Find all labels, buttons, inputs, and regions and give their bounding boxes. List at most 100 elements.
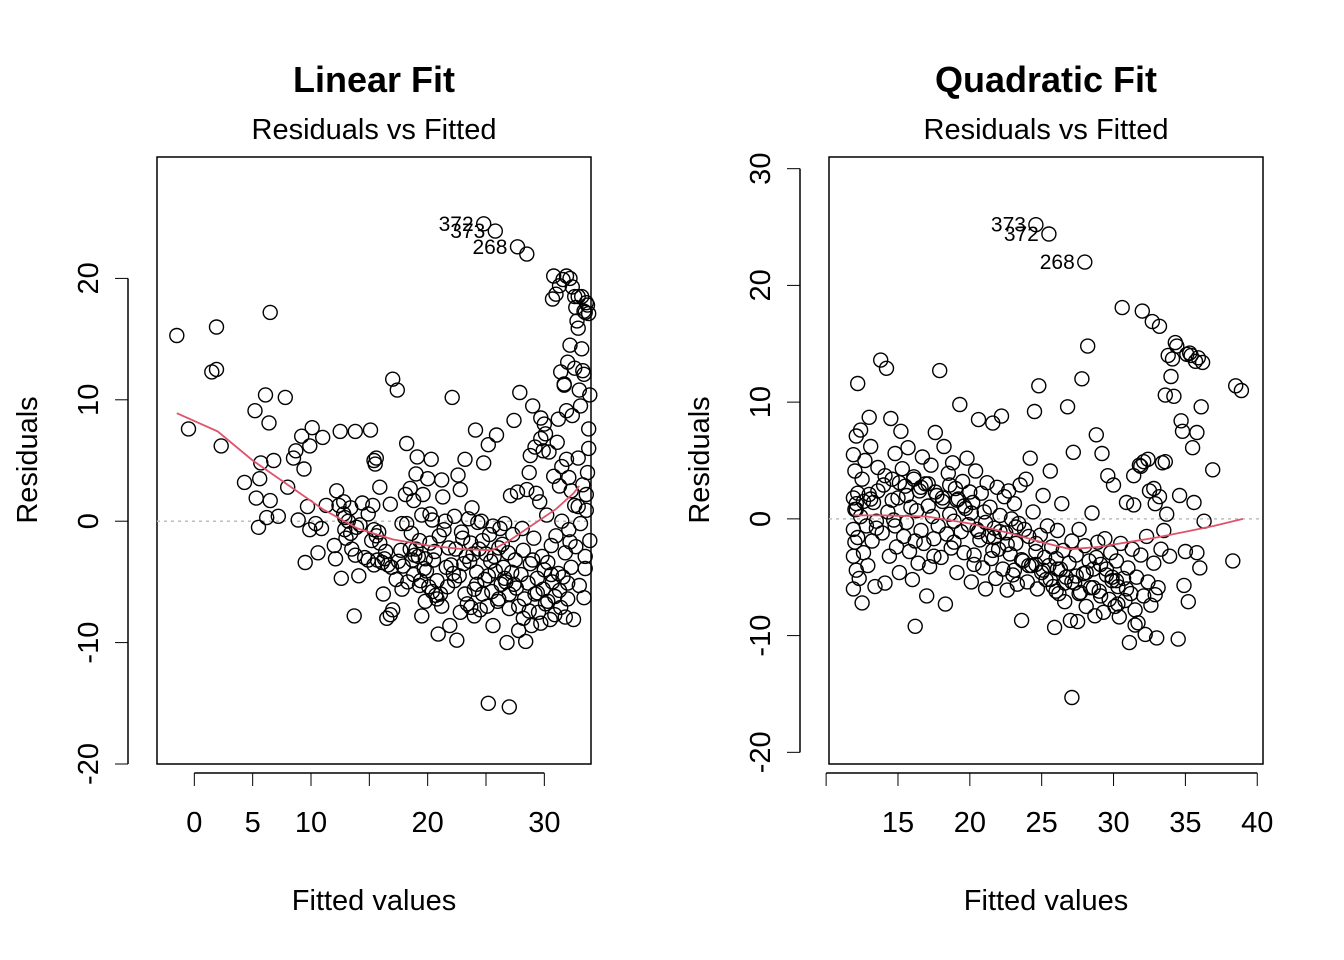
data-point xyxy=(966,547,982,563)
data-point xyxy=(1078,564,1094,581)
data-point xyxy=(901,543,918,560)
data-point xyxy=(466,608,482,624)
data-point xyxy=(1187,353,1204,369)
data-point xyxy=(488,427,505,443)
data-point xyxy=(577,548,593,565)
y-axis-label: Residuals xyxy=(684,396,716,523)
data-point xyxy=(497,570,513,586)
chart-panel-1: Linear Fit Residuals vs Fitted Fitted valu… xyxy=(12,59,598,917)
data-point xyxy=(845,521,862,538)
data-point xyxy=(415,486,431,503)
y-tick-label: 30 xyxy=(745,153,777,185)
data-point xyxy=(453,524,470,540)
data-point xyxy=(936,438,952,455)
data-point xyxy=(351,568,367,584)
data-point xyxy=(858,518,875,534)
data-point xyxy=(485,617,501,634)
data-point xyxy=(1009,576,1025,592)
data-point xyxy=(851,570,867,587)
data-point xyxy=(1133,458,1149,474)
data-point xyxy=(213,438,229,454)
data-point xyxy=(1186,494,1202,511)
data-point xyxy=(514,520,530,537)
data-point xyxy=(949,564,965,581)
data-point xyxy=(1048,583,1064,599)
plot-frame xyxy=(156,156,592,765)
data-point xyxy=(848,501,864,518)
data-point xyxy=(487,223,503,239)
data-point xyxy=(1143,597,1159,613)
data-point xyxy=(907,618,923,634)
data-point xyxy=(463,599,479,616)
data-point xyxy=(385,371,401,387)
data-point xyxy=(952,396,968,413)
data-point xyxy=(549,434,565,450)
data-point xyxy=(1028,543,1044,560)
data-point xyxy=(1147,587,1163,603)
data-point xyxy=(443,557,459,573)
data-point xyxy=(970,411,987,428)
data-point xyxy=(288,443,304,459)
data-point xyxy=(515,542,531,558)
data-point xyxy=(1088,427,1105,443)
data-point xyxy=(318,497,334,514)
data-point xyxy=(927,424,943,441)
data-point xyxy=(558,268,575,284)
data-point xyxy=(561,522,577,538)
data-point xyxy=(378,543,394,560)
data-point xyxy=(425,552,442,568)
data-point xyxy=(455,530,471,546)
data-point xyxy=(1081,553,1097,569)
data-point xyxy=(567,360,583,376)
data-point xyxy=(1056,575,1073,591)
data-point xyxy=(332,423,348,440)
data-point xyxy=(1193,399,1209,415)
data-point xyxy=(1161,548,1178,564)
data-point xyxy=(570,320,586,336)
data-point xyxy=(1054,496,1070,512)
data-point xyxy=(1127,617,1143,633)
data-point xyxy=(539,507,555,523)
data-point xyxy=(408,541,424,557)
data-point xyxy=(308,515,324,532)
data-point xyxy=(472,602,488,618)
smooth-line xyxy=(853,514,1244,551)
data-point xyxy=(1225,553,1241,569)
x-tick-label: 30 xyxy=(528,807,560,839)
data-point xyxy=(430,626,446,642)
data-point xyxy=(509,484,526,500)
data-point xyxy=(462,553,478,569)
data-point xyxy=(365,497,381,514)
data-point xyxy=(1019,574,1036,590)
data-point xyxy=(444,389,460,406)
y-axis-label: Residuals xyxy=(12,396,44,523)
data-point xyxy=(290,512,306,528)
data-point xyxy=(540,554,556,571)
data-point xyxy=(509,239,526,255)
data-point xyxy=(972,532,988,548)
data-point xyxy=(294,428,310,444)
y-tick-label: -10 xyxy=(73,622,105,664)
data-point xyxy=(313,520,330,537)
x-tick-label: 20 xyxy=(412,807,444,839)
data-point xyxy=(1077,538,1093,554)
data-point xyxy=(261,415,277,431)
data-point xyxy=(861,409,877,425)
data-point xyxy=(399,515,415,532)
data-point xyxy=(360,506,376,522)
data-point xyxy=(442,617,458,634)
data-point xyxy=(533,615,549,631)
data-point xyxy=(410,548,426,565)
data-point xyxy=(582,532,598,549)
data-point xyxy=(1098,561,1115,577)
data-point xyxy=(875,477,892,493)
data-point xyxy=(558,403,575,419)
data-point xyxy=(576,590,592,606)
data-point xyxy=(900,440,916,456)
data-point xyxy=(567,288,583,305)
chart-subtitle: Residuals vs Fitted xyxy=(924,114,1169,146)
data-point xyxy=(1068,568,1084,584)
data-point xyxy=(581,421,597,437)
data-point xyxy=(1120,560,1136,576)
data-point xyxy=(564,407,580,424)
